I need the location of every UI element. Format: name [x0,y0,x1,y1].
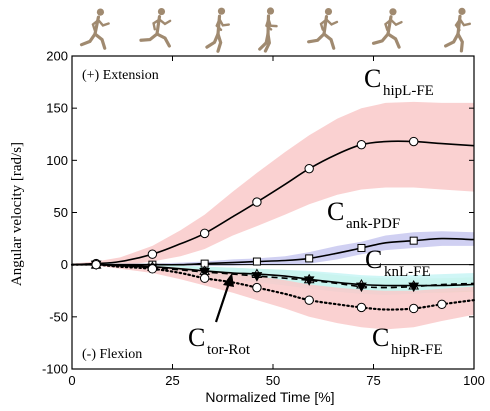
svg-text:C: C [327,197,344,226]
runner-pose-icon [205,7,231,53]
svg-text:hipR-FE: hipR-FE [391,342,443,358]
marker-tor-Rot-2 [199,267,211,278]
marker-hipL-FE-5 [356,139,367,150]
marker-ank-PDF-5 [357,243,366,252]
extension-note: (+) Extension [82,68,159,83]
x-axis-label: Normalized Time [%] [205,389,334,405]
x-tick-label: 0 [68,373,75,388]
series-lines [70,140,476,311]
y-tick-label: 50 [54,205,68,220]
series-label-hipL-FE: C hipL-FE [364,64,434,99]
flexion-note: (-) Flexion [82,347,142,362]
marker-hipR-FE-0 [91,259,101,270]
svg-text:C: C [365,245,382,274]
svg-text:hipL-FE: hipL-FE [383,83,434,99]
series-label-tor-Rot: C tor-Rot [188,323,251,358]
series-markers [90,136,447,314]
y-tick-label: -100 [42,362,68,377]
svg-text:knL-FE: knL-FE [384,264,431,280]
marker-tor-Rot-6 [408,282,420,293]
marker-tor-Rot-5 [356,282,367,293]
y-tick-label: 0 [61,257,68,272]
y-tick-label: 200 [46,49,68,64]
marker-hipR-FE-5 [356,302,367,313]
marker-hipL-FE-4 [304,163,314,174]
y-tick-label: 100 [46,153,68,168]
runner-pose-strip [79,7,471,53]
marker-hipL-FE-6 [409,136,419,147]
runner-pose-icon [139,7,172,48]
svg-text:ank-PDF: ank-PDF [346,216,400,232]
marker-hipR-FE-1 [147,264,158,274]
marker-ank-PDF-6 [409,236,418,245]
y-axis-label: Angular velocity [rad/s] [9,142,25,286]
series-label-ank-PDF: C ank-PDF [327,197,400,232]
runner-pose-icon [371,8,403,49]
line-hipL-FE [71,140,475,266]
band-hipR-FE [72,263,474,330]
svg-text:C: C [364,64,381,93]
series-label-hipR-FE: C hipR-FE [372,323,443,358]
x-tick-label: 75 [366,373,380,388]
line-hipR-FE [70,263,476,311]
marker-tor-Rot-4 [303,276,315,286]
marker-ank-PDF-3 [252,257,261,266]
y-tick-label: -50 [49,309,68,324]
marker-hipL-FE-2 [199,228,210,239]
runner-pose-icon [79,8,110,50]
plot-area [70,101,476,330]
marker-hipR-FE-7 [437,299,447,310]
svg-text:tor-Rot: tor-Rot [207,342,251,358]
x-tick-label: 100 [463,373,485,388]
marker-hipR-FE-2 [199,273,210,283]
marker-hipL-FE-3 [252,197,262,207]
marker-ank-PDF-4 [305,254,314,263]
runner-pose-icon [307,7,339,50]
marker-hipR-FE-6 [409,303,419,314]
series-label-knL-FE: C knL-FE [365,245,431,280]
variability-bands [72,101,474,330]
band-ank-PDF [72,231,474,266]
runner-pose-icon [258,7,278,53]
marker-hipR-FE-3 [252,282,262,293]
marker-tor-Rot-3 [251,272,263,282]
y-tick-label: 150 [46,101,68,116]
marker-hipL-FE-1 [147,249,158,259]
axis-ticks: 0 25 50 75 100 200 150 100 50 0 -50 -100 [42,49,485,389]
x-tick-label: 25 [165,373,179,388]
svg-text:C: C [188,323,205,352]
marker-hipR-FE-4 [304,295,314,305]
tor-rot-pointer-arrow [214,273,234,323]
line-ank-PDF [72,237,475,266]
x-tick-label: 50 [266,373,280,388]
runner-pose-icon [444,7,471,53]
svg-text:C: C [372,323,389,352]
